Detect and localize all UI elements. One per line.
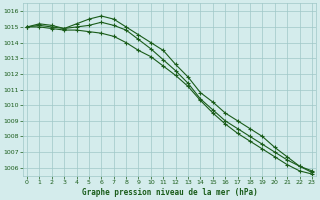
X-axis label: Graphe pression niveau de la mer (hPa): Graphe pression niveau de la mer (hPa): [82, 188, 257, 197]
